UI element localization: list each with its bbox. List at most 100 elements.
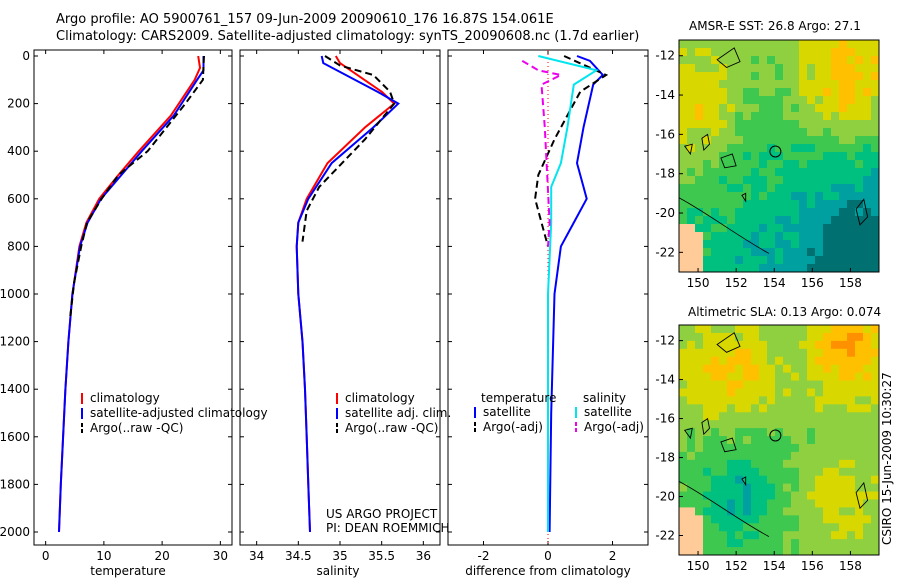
map-cell xyxy=(799,88,807,96)
map-cell xyxy=(815,468,823,476)
map-cell xyxy=(743,484,751,492)
map-cell xyxy=(871,160,879,168)
map-cell xyxy=(711,325,719,333)
map-cell xyxy=(735,396,743,404)
map-cell xyxy=(727,256,735,264)
map-cell xyxy=(791,256,799,264)
map-cell xyxy=(783,420,791,428)
map-cell xyxy=(791,72,799,80)
map-cell xyxy=(791,365,799,373)
map-cell xyxy=(855,256,863,264)
map-cell xyxy=(831,256,839,264)
map-cell xyxy=(871,420,879,428)
map-cell xyxy=(783,144,791,152)
map-cell xyxy=(807,349,815,357)
map-cell xyxy=(807,507,815,515)
map-cell xyxy=(823,492,831,500)
map-cell xyxy=(743,128,751,136)
map-cell xyxy=(871,248,879,256)
map-cell xyxy=(847,476,855,484)
map-cell xyxy=(759,373,767,381)
map-cell xyxy=(703,40,711,48)
map-cell xyxy=(775,333,783,341)
map-cell xyxy=(751,216,759,224)
map-cell xyxy=(759,476,767,484)
x-tick-label: 0 xyxy=(42,549,50,563)
map-cell xyxy=(775,160,783,168)
map-cell xyxy=(703,381,711,389)
legend-header: salinity xyxy=(583,391,626,405)
map-cell xyxy=(871,104,879,112)
map-cell xyxy=(791,96,799,104)
map-cell xyxy=(735,176,743,184)
map-cell xyxy=(815,428,823,436)
map-cell xyxy=(799,240,807,248)
map-cell xyxy=(703,48,711,56)
map-cell xyxy=(839,96,847,104)
map-cell xyxy=(791,232,799,240)
map-cell xyxy=(791,112,799,120)
y-tick-label: 0 xyxy=(22,49,30,63)
map-cell xyxy=(783,373,791,381)
map-cell xyxy=(799,357,807,365)
map-cell xyxy=(711,452,719,460)
map-cell xyxy=(775,420,783,428)
map-y-tick-label: -12 xyxy=(655,49,675,63)
map-cell xyxy=(831,373,839,381)
map-cell xyxy=(831,436,839,444)
map-cell xyxy=(743,428,751,436)
map-cell xyxy=(783,232,791,240)
map-cell xyxy=(863,40,871,48)
map-cell xyxy=(863,444,871,452)
map-cell xyxy=(751,40,759,48)
map-cell xyxy=(815,160,823,168)
map-cell xyxy=(719,539,727,547)
map-cell xyxy=(815,80,823,88)
map-cell xyxy=(703,240,711,248)
map-cell xyxy=(863,547,871,555)
map-cell xyxy=(807,248,815,256)
map-cell xyxy=(727,428,735,436)
map-cell xyxy=(719,256,727,264)
map-cell xyxy=(711,128,719,136)
map-cell xyxy=(711,40,719,48)
map-cell xyxy=(711,476,719,484)
map-cell xyxy=(695,468,703,476)
map-cell xyxy=(799,373,807,381)
map-cell xyxy=(711,396,719,404)
map-cell xyxy=(799,136,807,144)
map-cell xyxy=(751,112,759,120)
map-cell xyxy=(791,168,799,176)
map-cell xyxy=(759,436,767,444)
map-cell xyxy=(687,396,695,404)
map-cell xyxy=(703,373,711,381)
map-cell xyxy=(839,208,847,216)
map-cell xyxy=(695,357,703,365)
map-cell xyxy=(719,88,727,96)
map-cell xyxy=(727,40,735,48)
map-cell xyxy=(687,349,695,357)
map-cell xyxy=(799,64,807,72)
map-cell xyxy=(863,349,871,357)
map-cell xyxy=(695,40,703,48)
map-cell xyxy=(799,436,807,444)
map-cell xyxy=(751,96,759,104)
map-cell xyxy=(767,256,775,264)
map-cell xyxy=(711,200,719,208)
map-cell xyxy=(679,184,687,192)
map-cell xyxy=(751,507,759,515)
map-cell xyxy=(735,88,743,96)
map-cell xyxy=(695,152,703,160)
map-cell xyxy=(783,452,791,460)
map-cell xyxy=(679,192,687,200)
map-cell xyxy=(727,232,735,240)
map-cell xyxy=(815,349,823,357)
map-cell xyxy=(743,325,751,333)
map-cell xyxy=(711,248,719,256)
map-cell xyxy=(703,64,711,72)
map-cell xyxy=(679,216,687,224)
map-cell xyxy=(711,104,719,112)
map-cell xyxy=(775,264,783,272)
map-cell xyxy=(719,104,727,112)
map-cell xyxy=(735,325,743,333)
